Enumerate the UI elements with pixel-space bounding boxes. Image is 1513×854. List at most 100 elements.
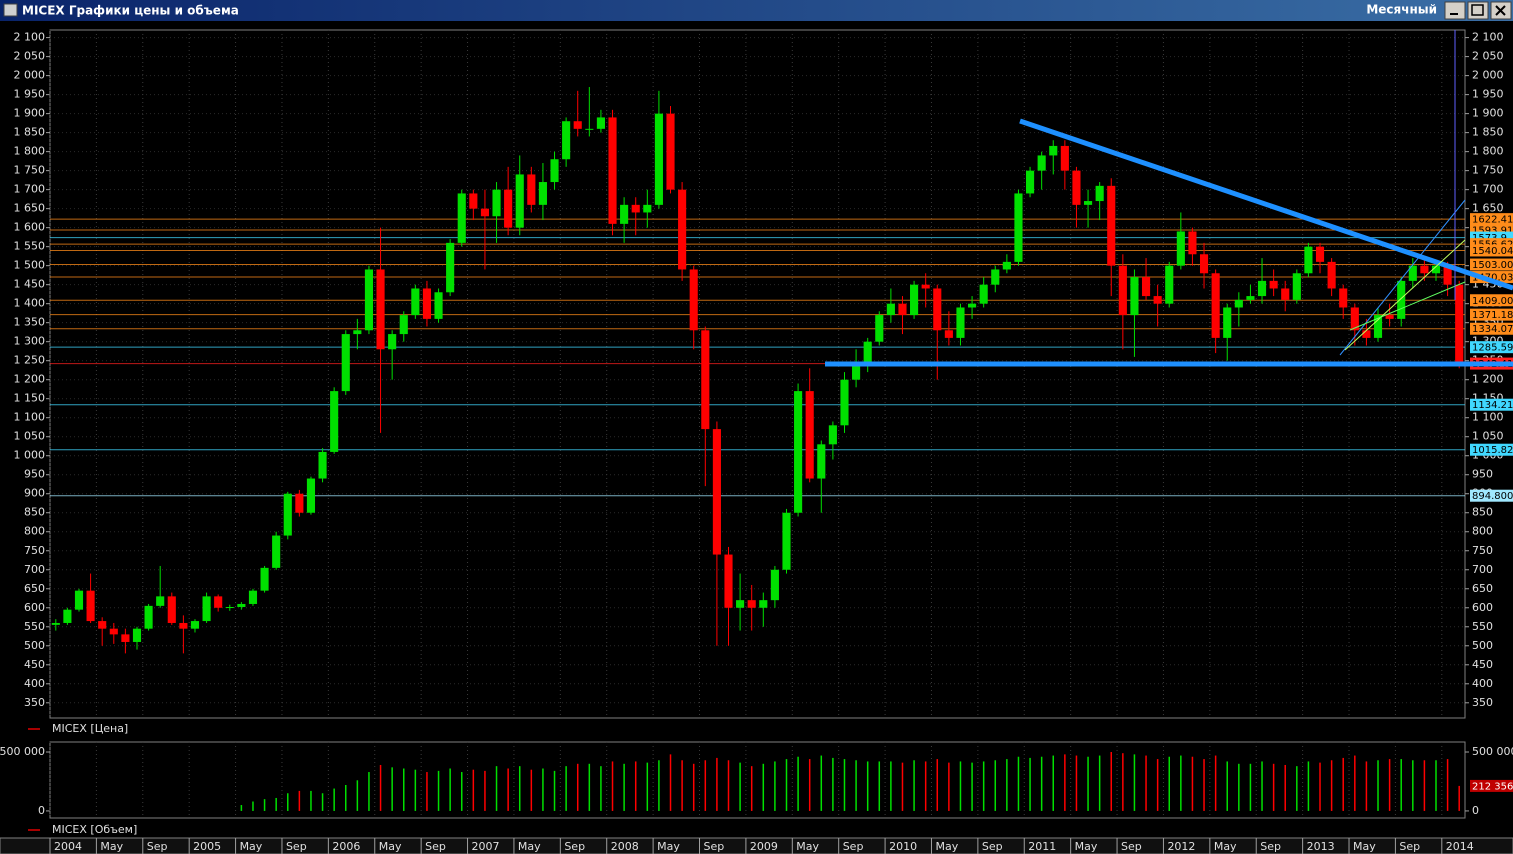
candle-body [1176, 231, 1185, 266]
y-tick-label: 900 [24, 487, 45, 500]
volume-value-label: 212 356 [1472, 781, 1513, 792]
x-tick-label: May [379, 840, 402, 853]
period-label[interactable]: Месячный [1366, 3, 1437, 17]
candle-body [1060, 145, 1069, 171]
y-tick-label: 1 950 [1472, 88, 1504, 101]
candle-body [1095, 185, 1104, 202]
y-tick-label: 0 [1472, 804, 1479, 817]
window-title: MICEX Графики цены и объема [22, 4, 239, 18]
candle-body [306, 478, 316, 513]
candle-body [852, 364, 861, 380]
price-level-box [1470, 258, 1513, 271]
y-tick-label: 350 [1472, 696, 1493, 709]
y-tick-label: 750 [1472, 544, 1493, 557]
candle-body [1362, 330, 1371, 338]
candle-body [1327, 261, 1336, 289]
price-legend-strip [0, 720, 1513, 738]
candle-body [132, 628, 142, 642]
price-level-label: 1285.59 [1472, 343, 1513, 354]
maximize-button[interactable] [1467, 1, 1489, 20]
price-panel [49, 29, 1466, 719]
x-tick-label: 2013 [1307, 840, 1335, 853]
candle-body [1002, 261, 1011, 270]
price-level-label: 1540.04 [1472, 246, 1513, 257]
candle-body [434, 292, 443, 319]
price-level-box [1470, 443, 1513, 456]
candle-body [167, 596, 176, 623]
candle-body [1350, 307, 1359, 331]
candle-body [190, 621, 200, 629]
candle-body [272, 535, 281, 568]
candle-body [353, 330, 362, 335]
candle-body [179, 622, 188, 629]
candle-body [747, 600, 756, 608]
x-tick-label: 2009 [750, 840, 778, 853]
y-tick-label: 1 900 [14, 107, 46, 120]
candle-body [1385, 315, 1394, 319]
candle-body [979, 284, 988, 304]
candle-body [63, 609, 72, 623]
x-tick-label: 2011 [1028, 840, 1056, 853]
y-tick-label: 1 700 [1472, 183, 1504, 196]
volume-label-box [1470, 779, 1513, 792]
candle-body [504, 189, 513, 228]
y-tick-label: 1 200 [14, 373, 46, 386]
price-level-box [1470, 322, 1513, 335]
candle-body [910, 284, 919, 316]
candle-body [469, 193, 478, 209]
candle-body [840, 379, 849, 426]
candle-body [1234, 299, 1243, 308]
y-tick-label: 500 [1472, 639, 1493, 652]
candle-body [480, 208, 489, 217]
x-tick-label: Sep [843, 840, 864, 853]
y-tick-label: 800 [24, 525, 45, 538]
candle-body [121, 634, 130, 642]
candle-body [701, 330, 710, 430]
candle-body [933, 288, 942, 331]
y-tick-label: 700 [1472, 563, 1493, 576]
x-tick-label: 2004 [54, 840, 82, 853]
y-tick-label: 700 [24, 563, 45, 576]
minimize-button[interactable] [1444, 1, 1466, 20]
x-tick-label: Sep [1260, 840, 1281, 853]
close-button[interactable] [1490, 1, 1512, 20]
candle-body [724, 554, 733, 608]
y-tick-label: 1 700 [14, 183, 46, 196]
x-tick-label: May [518, 840, 541, 853]
candle-body [202, 596, 211, 622]
y-tick-label: 1 850 [14, 126, 46, 139]
candle-body [991, 269, 1000, 285]
price-level-label: 1371.18 [1472, 310, 1513, 321]
y-tick-label: 850 [24, 506, 45, 519]
price-level-label: 1503.00 [1472, 260, 1513, 271]
candle-body [562, 121, 571, 160]
candle-body [1373, 315, 1383, 338]
x-tick-label: May [100, 840, 123, 853]
y-tick-label: 550 [24, 620, 45, 633]
x-tick-label: May [240, 840, 263, 853]
candle-body [1397, 280, 1406, 319]
price-level-label: 1015.82 [1472, 445, 1513, 456]
y-tick-label: 1 500 [14, 259, 46, 272]
price-level-box [1470, 294, 1513, 307]
title-bar [0, 0, 1513, 21]
y-tick-label: 500 000 [0, 745, 45, 758]
candle-body [1165, 265, 1174, 304]
x-tick-label: 2006 [332, 840, 360, 853]
price-level-label: 1409.00 [1472, 296, 1513, 307]
y-tick-label: 400 [24, 677, 45, 690]
candle-body [1037, 155, 1046, 171]
x-tick-label: Sep [982, 840, 1003, 853]
price-level-box [1470, 213, 1513, 226]
candle-body [736, 600, 745, 608]
candle-body [1339, 288, 1348, 308]
candle-body [782, 512, 791, 570]
y-tick-label: 950 [1472, 468, 1493, 481]
price-level-label: 1334.07 [1472, 324, 1513, 335]
candle-body [817, 444, 826, 479]
candle-body [364, 269, 374, 331]
plot: 350 350 400 400 450 450 500 500 550 550 600 600 650 6… [0, 30, 1513, 854]
fan-line [1349, 281, 1466, 331]
window-icon [3, 3, 18, 17]
candle-body [770, 569, 779, 601]
